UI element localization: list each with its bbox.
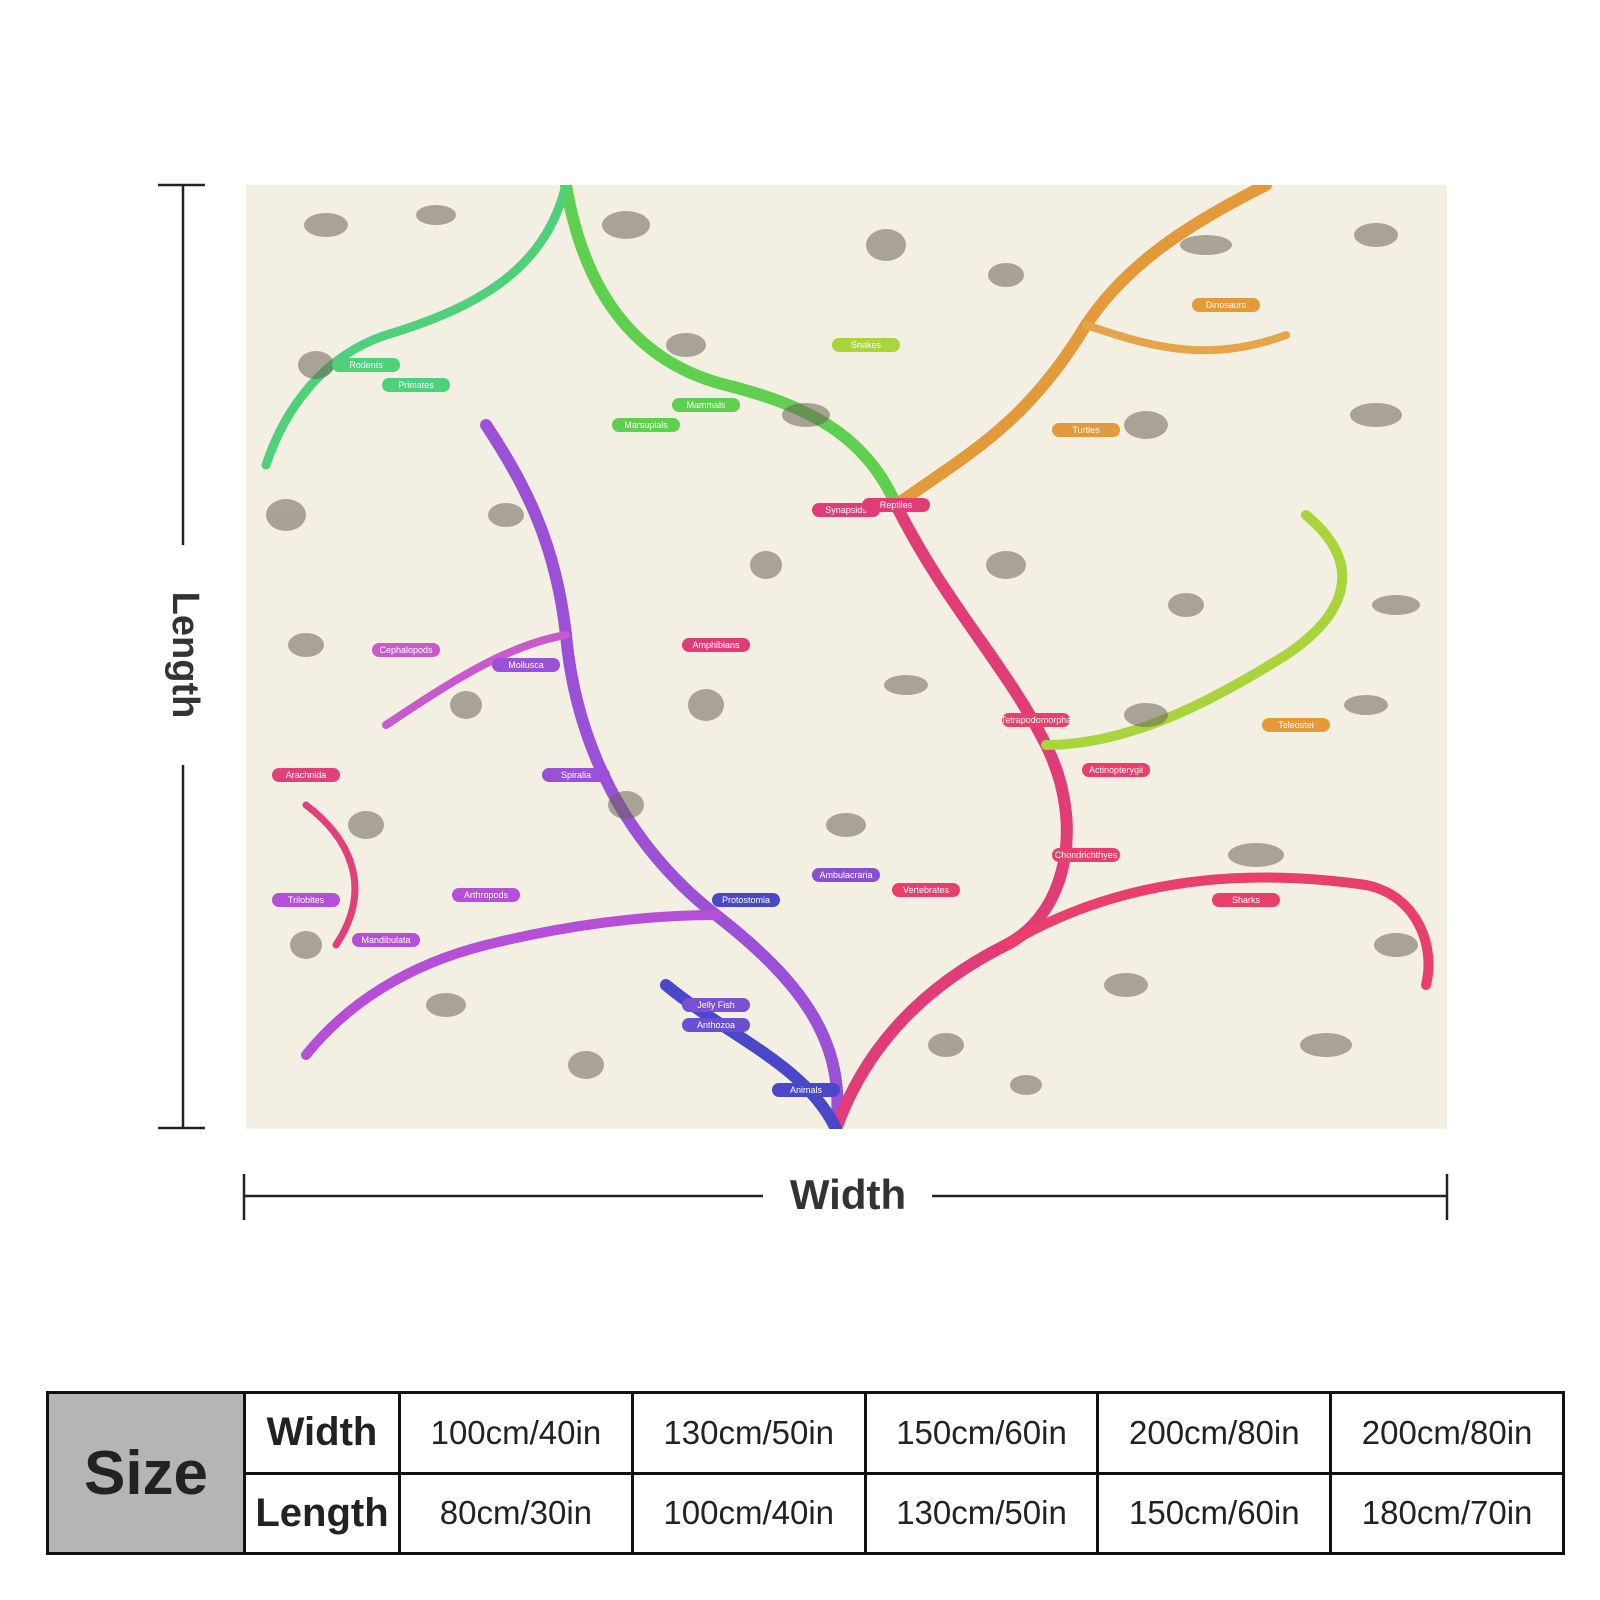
size-cell: 100cm/40in [398, 1391, 634, 1475]
clade-label-bg [542, 768, 610, 782]
clade-label: Mandibulata [361, 935, 410, 945]
clade-label: Actinopterygii [1089, 765, 1143, 775]
size-cell: 130cm/50in [863, 1471, 1100, 1555]
clade-label-bg [352, 933, 420, 947]
clade-label-bg [812, 868, 880, 882]
size-table: Size Width 100cm/40in 130cm/50in 150cm/60in… [46, 1391, 1565, 1555]
animal-illustrations [266, 205, 1420, 1095]
clade-label-bg [682, 998, 750, 1012]
clade-label: Primates [398, 380, 434, 390]
width-bracket [242, 1174, 1449, 1220]
clade-label: Reptiles [880, 500, 913, 510]
table-header: Size [46, 1391, 246, 1555]
clade-label: Synapsids [825, 505, 867, 515]
clade-label-bg [372, 643, 440, 657]
clade-label: Chondrichthyes [1055, 850, 1118, 860]
clade-label: Ambulacraria [819, 870, 872, 880]
clade-label-bg [682, 638, 750, 652]
clade-label: Amphibians [692, 640, 740, 650]
clade-label: Marsupials [624, 420, 668, 430]
clade-label-bg [492, 658, 560, 672]
clade-label: Arachnida [286, 770, 327, 780]
size-cell: 200cm/80in [1329, 1391, 1565, 1475]
clade-label: Arthropods [464, 890, 509, 900]
clade-label: Dinosaurs [1206, 300, 1247, 310]
clade-label-bg [612, 418, 680, 432]
clade-label-bg [712, 893, 780, 907]
clade-label: Spiralia [561, 770, 591, 780]
clade-label-bg [862, 498, 930, 512]
clade-label: Anthozoa [697, 1020, 735, 1030]
size-cell: 200cm/80in [1096, 1391, 1333, 1475]
clade-label-bg [272, 893, 340, 907]
size-cell: 150cm/60in [1096, 1471, 1333, 1555]
clade-label-bg [672, 398, 740, 412]
size-cell: 100cm/40in [630, 1471, 867, 1555]
clade-label: Turtles [1072, 425, 1100, 435]
length-bracket [158, 183, 205, 1130]
table-row: Size Width 100cm/40in 130cm/50in 150cm/60in… [46, 1391, 1565, 1555]
clade-label-bg [452, 888, 520, 902]
clade-label: Jelly Fish [697, 1000, 735, 1010]
clade-label: Mollusca [508, 660, 544, 670]
clade-label: Teleostei [1278, 720, 1314, 730]
clade-label-bg [1212, 893, 1280, 907]
clade-label-bg [832, 338, 900, 352]
table-row: Length 80cm/30in 100cm/40in 130cm/50in 150cm… [48, 1471, 1565, 1555]
size-cell: 180cm/70in [1329, 1471, 1565, 1555]
clade-label-bg [1192, 298, 1260, 312]
clade-label-bg [1082, 763, 1150, 777]
clade-label: Mammals [686, 400, 726, 410]
clade-label-bg [1052, 848, 1120, 862]
size-cell: 80cm/30in [398, 1471, 634, 1555]
blanket-artwork: Rodents Primates Mammals Marsupials Snakes Di… [246, 185, 1447, 1129]
dimension-guides: Length Width [158, 183, 1449, 1220]
size-cell: 130cm/50in [630, 1391, 867, 1475]
clade-label-bg [682, 1018, 750, 1032]
clade-label-bg [1262, 718, 1330, 732]
clade-label: Sharks [1232, 895, 1261, 905]
clade-label-bg [382, 378, 450, 392]
clade-label-bg [1002, 713, 1070, 727]
clade-label-bg [272, 768, 340, 782]
clade-label-bg [1052, 423, 1120, 437]
clade-label: Trilobites [288, 895, 325, 905]
clade-label: Rodents [349, 360, 383, 370]
clade-label-bg [332, 358, 400, 372]
clade-label: Snakes [851, 340, 882, 350]
clade-label: Protostomia [722, 895, 770, 905]
clade-label-bg [772, 1083, 840, 1097]
row-label: Length [243, 1471, 401, 1555]
clade-labels: Rodents Primates Mammals Marsupials Snakes Di… [272, 298, 1330, 1097]
clade-label: Cephalopods [379, 645, 433, 655]
clade-label: Tetrapodomorpha [1001, 715, 1072, 725]
row-label: Width [243, 1391, 401, 1475]
clade-label: Animals [790, 1085, 823, 1095]
size-cell: 150cm/60in [863, 1391, 1100, 1475]
clade-label: Vertebrates [903, 885, 950, 895]
width-label: Width [790, 1171, 906, 1218]
length-label: Length [164, 592, 206, 719]
clade-label-bg [892, 883, 960, 897]
